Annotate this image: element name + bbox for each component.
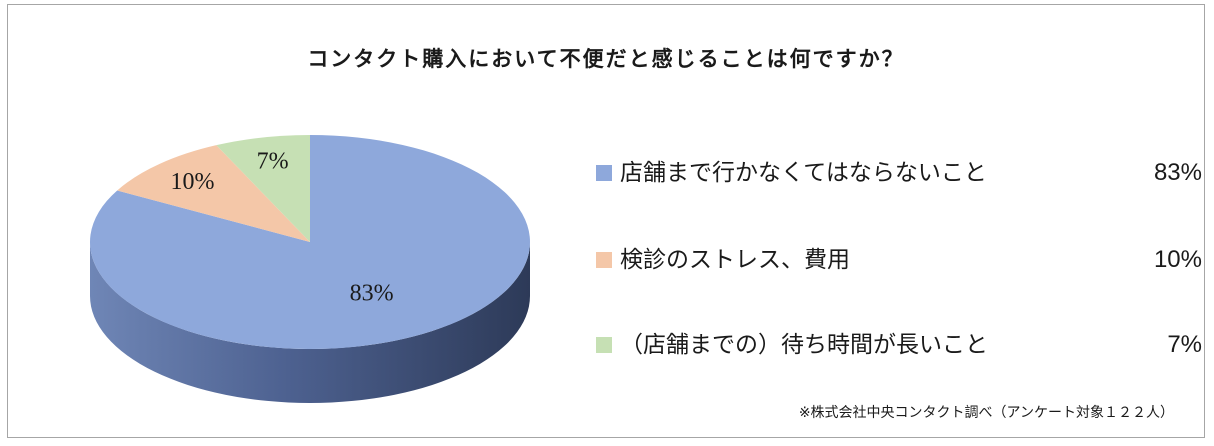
legend-value: 10% (1153, 246, 1202, 273)
legend-item: 店舗まで行かなくてはならないこと 83% (596, 155, 1202, 191)
legend-item: 検診のストレス、費用 10% (596, 242, 1202, 278)
legend-value: 7% (1167, 331, 1202, 358)
legend-swatch (596, 337, 612, 353)
legend-swatch (596, 165, 612, 181)
pie-slice (117, 145, 311, 242)
legend-value: 83% (1153, 159, 1202, 186)
slice-data-label: 7% (257, 149, 289, 175)
chart-title: コンタクト購入において不便だと感じることは何ですか？ (307, 47, 905, 71)
legend-label: （店舗までの）待ち時間が長いこと (620, 332, 988, 358)
legend-label: 検診のストレス、費用 (620, 247, 850, 273)
legend-swatch (596, 252, 612, 268)
source-footnote: ※株式会社中央コンタクト調べ（アンケート対象１２２人） (798, 405, 1174, 421)
pie-chart: 83% 10% 7% (90, 135, 530, 403)
chart-frame: コンタクト購入において不便だと感じることは何ですか？ 83% 10% 7% 店舗まで… (7, 4, 1205, 438)
pie-side (90, 242, 530, 403)
legend-label: 店舗まで行かなくてはならないこと (620, 160, 987, 186)
slice-data-label: 83% (350, 281, 394, 307)
slice-data-label: 10% (171, 169, 215, 195)
pie-slice (216, 135, 310, 242)
legend-item: （店舗までの）待ち時間が長いこと 7% (596, 327, 1202, 363)
